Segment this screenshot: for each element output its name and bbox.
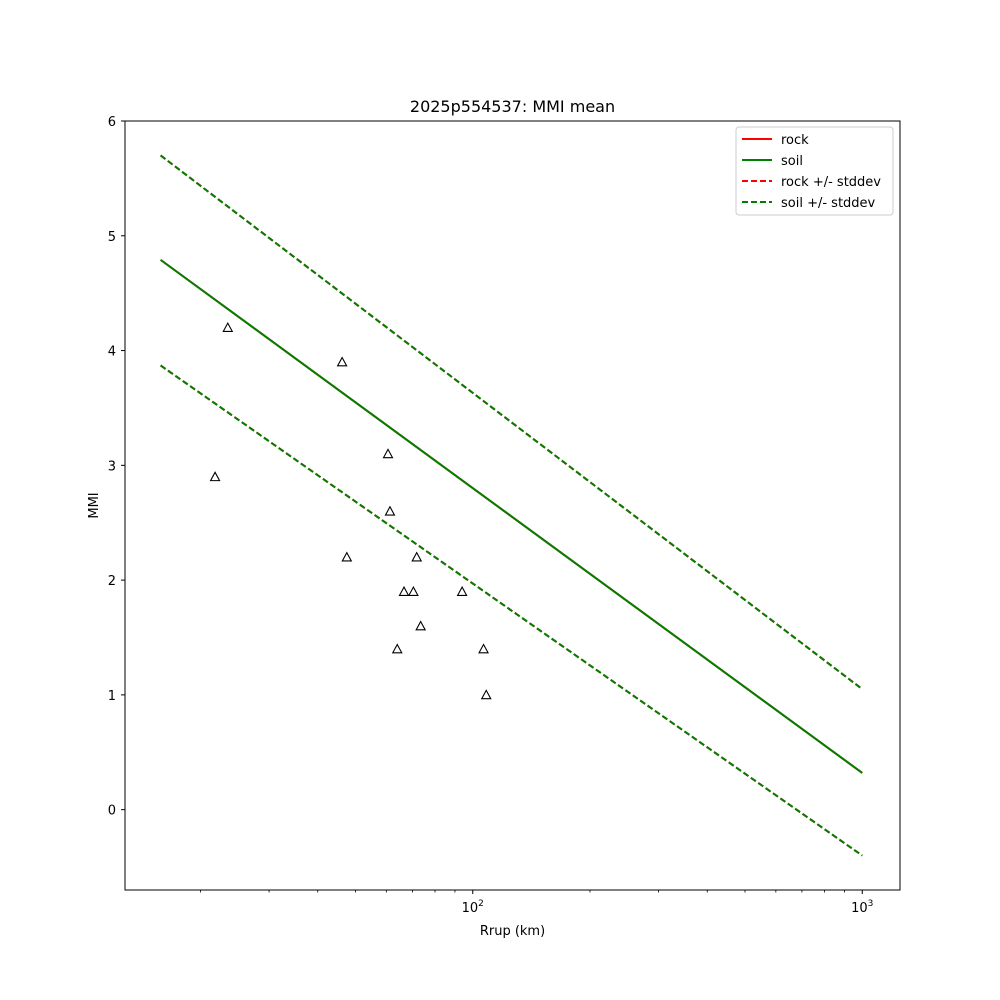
y-axis-label: MMI — [87, 492, 102, 518]
observation-marker — [341, 551, 353, 562]
x-tick-label: 102 — [462, 899, 484, 916]
observation-marker — [456, 585, 468, 596]
x-tick-base: 10 — [851, 901, 868, 916]
series-line-1 — [160, 259, 863, 774]
y-tick-label: 4 — [108, 345, 116, 360]
observation-marker — [209, 471, 221, 482]
x-tick-base: 10 — [462, 901, 479, 916]
legend-box — [735, 126, 894, 216]
observation-marker — [478, 643, 489, 654]
observation-marker — [398, 585, 410, 596]
x-axis-label: Rrup (km) — [480, 924, 545, 939]
y-tick-label: 2 — [108, 574, 116, 589]
plot-frame — [124, 120, 901, 891]
observation-marker — [480, 689, 492, 700]
x-tick-exponent: 2 — [478, 899, 484, 909]
observation-marker — [222, 321, 234, 332]
legend-label: soil +/- stddev — [781, 196, 876, 211]
legend-label: rock — [781, 133, 809, 148]
x-tick-exponent: 3 — [868, 899, 874, 909]
series-lower-line-3 — [160, 364, 863, 857]
y-tick-label: 6 — [108, 115, 116, 130]
y-tick-label: 1 — [108, 689, 116, 704]
observation-marker — [391, 643, 403, 654]
y-tick-label: 3 — [108, 459, 116, 474]
legend-label: soil — [781, 154, 803, 169]
observation-marker — [382, 448, 394, 459]
observation-marker — [407, 585, 419, 596]
chart-title: 2025p554537: MMI mean — [410, 97, 615, 116]
x-tick-label: 103 — [851, 899, 873, 916]
observation-marker — [415, 620, 427, 631]
series-upper-line-3 — [160, 154, 863, 690]
y-tick-label: 0 — [108, 804, 116, 819]
observation-marker — [336, 356, 348, 367]
observation-marker — [411, 551, 423, 562]
legend-label: rock +/- stddev — [781, 175, 881, 190]
observation-marker — [384, 505, 396, 516]
y-tick-label: 5 — [108, 230, 116, 245]
